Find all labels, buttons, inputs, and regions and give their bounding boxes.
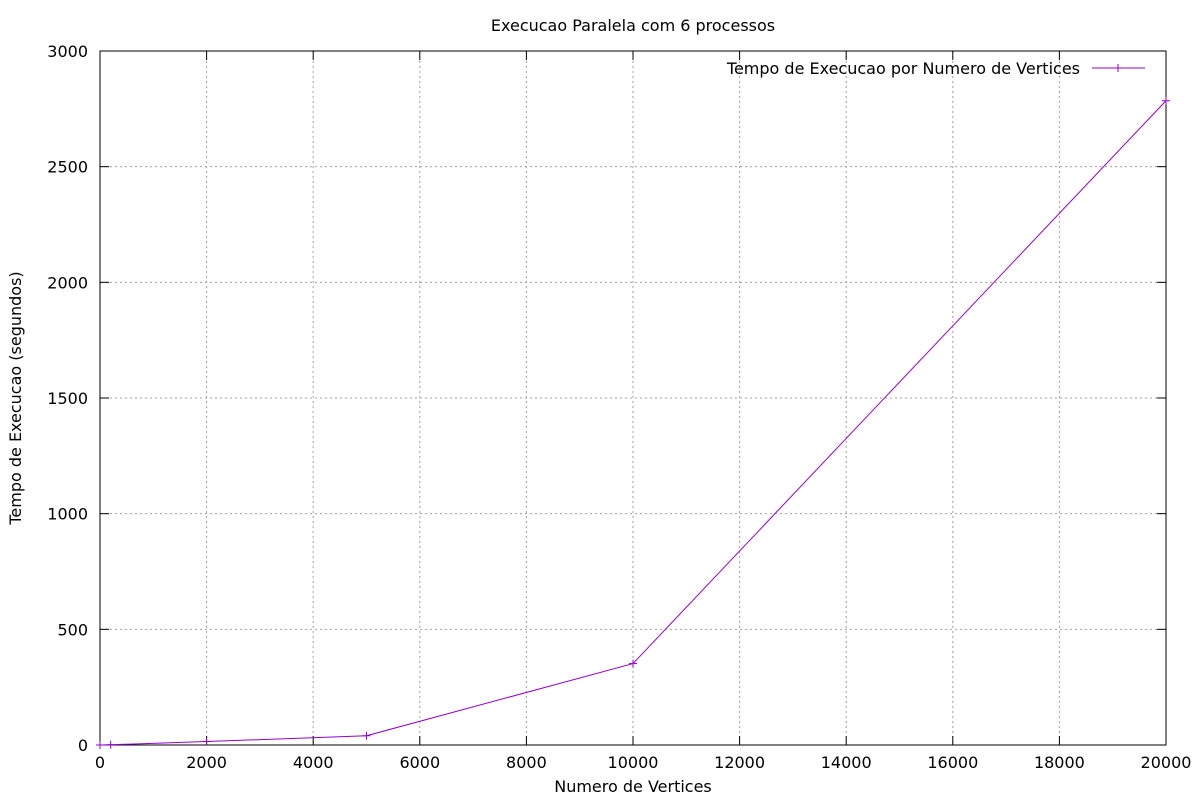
grid	[100, 51, 1166, 745]
y-tick-label: 2500	[47, 158, 88, 177]
x-tick-label: 4000	[293, 753, 334, 772]
y-tick-label: 500	[57, 620, 88, 639]
legend-label: Tempo de Execucao por Numero de Vertices	[726, 59, 1080, 78]
x-tick-label: 20000	[1141, 753, 1192, 772]
x-tick-label: 2000	[186, 753, 227, 772]
y-tick-label: 1000	[47, 505, 88, 524]
x-tick-label: 8000	[506, 753, 547, 772]
legend: Tempo de Execucao por Numero de Vertices	[726, 59, 1145, 78]
x-tick-label: 12000	[714, 753, 765, 772]
legend-marker	[1114, 64, 1122, 72]
data-point-marker	[1162, 96, 1170, 105]
data-point-marker	[202, 737, 211, 746]
y-tick-label: 0	[78, 736, 88, 755]
x-tick-label: 18000	[1034, 753, 1085, 772]
data-point-marker	[96, 741, 104, 749]
y-axis-label: Tempo de Execucao (segundos)	[6, 271, 25, 525]
data-point-marker	[106, 740, 115, 749]
x-tick-label: 16000	[927, 753, 978, 772]
chart-title: Execucao Paralela com 6 processos	[491, 16, 775, 35]
x-tick-label: 10000	[608, 753, 659, 772]
x-axis-label: Numero de Vertices	[554, 777, 712, 796]
y-tick-label: 1500	[47, 389, 88, 408]
x-tick-label: 14000	[821, 753, 872, 772]
x-tick-label: 0	[95, 753, 105, 772]
data-point-marker	[362, 731, 371, 740]
axis-ticks: 0 2000 4000 6000 8000 10000 12000 14000 16000 180…	[47, 42, 1191, 772]
series-layer	[96, 96, 1170, 749]
y-tick-label: 3000	[47, 42, 88, 61]
data-point-marker	[629, 659, 637, 668]
x-tick-label: 6000	[399, 753, 440, 772]
y-tick-label: 2000	[47, 273, 88, 292]
